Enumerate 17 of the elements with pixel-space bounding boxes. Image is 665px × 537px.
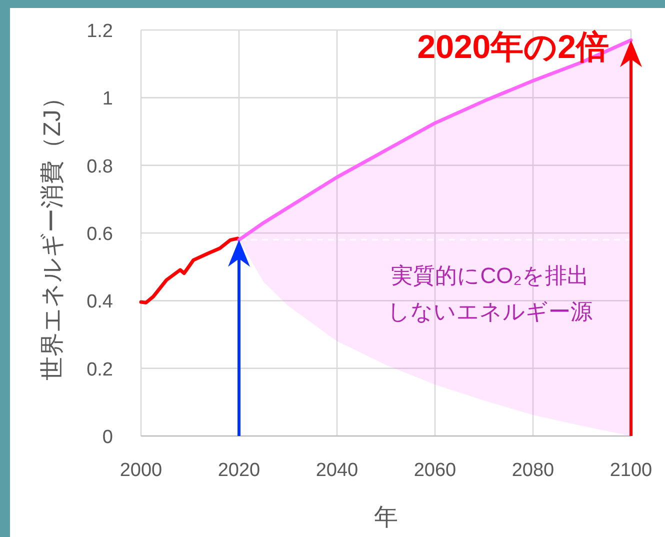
y-tick-label: 1.2 [86,21,113,42]
y-tick-label: 0.8 [86,156,113,178]
ref-line-label: 2020年の2倍 [417,28,609,66]
y-tick-label: 1 [102,88,113,110]
y-axis-title: 世界エネルギー消費（ZJ） [39,86,66,380]
y-tick-label: 0.6 [86,224,113,245]
x-axis-title: 年 [374,504,398,531]
annotation: 実質的にCO₂を排出しないエネルギー源 [388,263,592,324]
x-tick-label: 2100 [610,460,652,481]
y-tick-label: 0.2 [86,359,113,380]
x-tick-label: 2000 [120,460,162,481]
y-tick-label: 0.4 [86,292,114,313]
x-tick-label: 2040 [316,460,358,481]
x-tick-label: 2060 [414,460,456,481]
x-tick-label: 2080 [512,460,554,481]
y-tick-label: 0 [102,427,113,448]
x-tick-label: 2020 [218,460,260,481]
